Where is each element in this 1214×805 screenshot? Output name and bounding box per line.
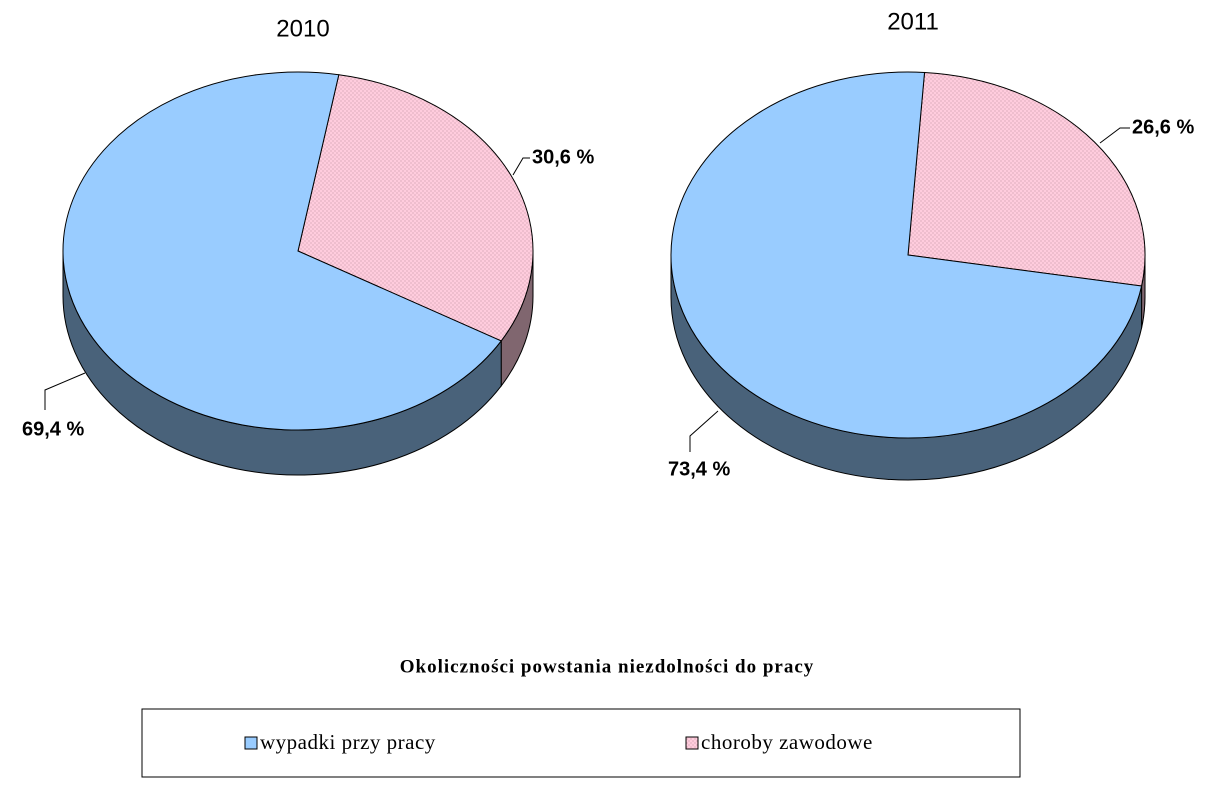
- leader-line: [1099, 127, 1130, 144]
- pie-slice: [297, 74, 534, 342]
- data-label: 30,6 %: [532, 146, 594, 168]
- legend-title: Okoliczności powstania niezdolności do p…: [400, 656, 815, 677]
- leader-line: [44, 372, 86, 410]
- leader-line: [512, 157, 530, 176]
- legend-label: wypadki przy pracy: [260, 730, 436, 754]
- legend-swatch: [685, 736, 699, 750]
- pie-slice: [670, 71, 1143, 439]
- legend-box: [141, 708, 1021, 778]
- pie-slice: [62, 71, 502, 431]
- legend-swatch: [244, 736, 258, 750]
- data-label: 26,6 %: [1132, 116, 1194, 138]
- data-label: 73,4 %: [668, 458, 730, 480]
- pie-slice: [907, 71, 1146, 287]
- legend-label: choroby zawodowe: [701, 730, 873, 754]
- data-label: 69,4 %: [22, 418, 84, 440]
- chart-title: 2010: [276, 15, 329, 42]
- leader-line: [689, 410, 719, 452]
- chart-title: 2011: [887, 8, 939, 35]
